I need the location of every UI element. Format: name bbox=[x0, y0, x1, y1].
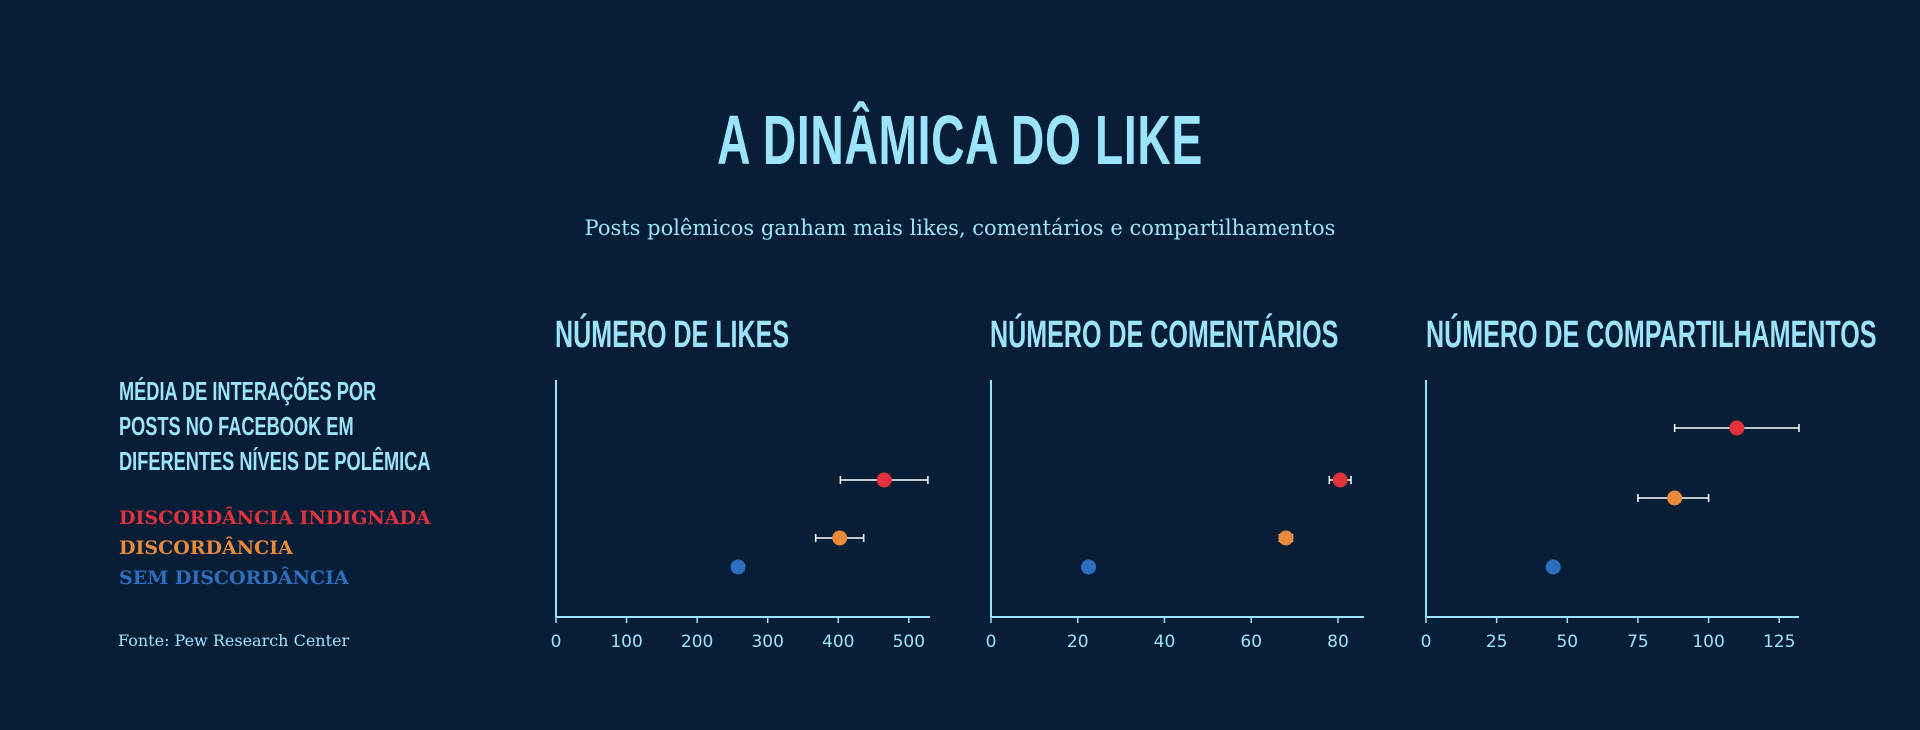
data-point bbox=[730, 559, 746, 575]
panel-title-comentarios: NÚMERO DE COMENTÁRIOS bbox=[990, 314, 1339, 356]
x-tick-label: 200 bbox=[681, 632, 713, 652]
legend: DISCORDÂNCIA INDIGNADA DISCORDÂNCIA SEM … bbox=[119, 503, 431, 593]
chart-subtitle: Posts polêmicos ganham mais likes, comen… bbox=[584, 216, 1336, 240]
data-point bbox=[1545, 559, 1561, 575]
chart-title: A DINÂMICA DO LIKE bbox=[717, 101, 1203, 179]
x-tick-label: 75 bbox=[1627, 632, 1649, 652]
legend-item-sem-discordancia: SEM DISCORDÂNCIA bbox=[119, 567, 349, 589]
data-point bbox=[832, 530, 848, 546]
x-tick-label: 80 bbox=[1327, 632, 1349, 652]
left-heading-line: POSTS NO FACEBOOK EM bbox=[119, 411, 354, 441]
x-tick-label: 100 bbox=[610, 632, 642, 652]
legend-item-discordancia-indignada: DISCORDÂNCIA INDIGNADA bbox=[119, 507, 431, 529]
x-tick-label: 0 bbox=[551, 632, 562, 652]
x-tick-label: 0 bbox=[986, 632, 997, 652]
data-point bbox=[1081, 559, 1097, 575]
x-tick-label: 500 bbox=[893, 632, 925, 652]
x-tick-label: 40 bbox=[1154, 632, 1176, 652]
x-tick-label: 60 bbox=[1240, 632, 1262, 652]
x-tick-label: 400 bbox=[822, 632, 854, 652]
data-point bbox=[876, 472, 892, 488]
data-point bbox=[1729, 420, 1745, 436]
left-heading-line: MÉDIA DE INTERAÇÕES POR bbox=[119, 376, 377, 406]
source-note: Fonte: Pew Research Center bbox=[118, 631, 350, 650]
x-tick-label: 100 bbox=[1692, 632, 1724, 652]
left-heading: MÉDIA DE INTERAÇÕES POR POSTS NO FACEBOO… bbox=[119, 374, 431, 479]
left-heading-line: DIFERENTES NÍVEIS DE POLÊMICA bbox=[119, 446, 431, 476]
data-point bbox=[1332, 472, 1348, 488]
data-point bbox=[1667, 490, 1683, 506]
x-tick-label: 125 bbox=[1763, 632, 1795, 652]
x-tick-label: 50 bbox=[1556, 632, 1578, 652]
x-tick-label: 300 bbox=[751, 632, 783, 652]
legend-item-discordancia: DISCORDÂNCIA bbox=[119, 537, 293, 559]
panel-title-compartilhamentos: NÚMERO DE COMPARTILHAMENTOS bbox=[1426, 314, 1877, 356]
data-point bbox=[1278, 530, 1294, 546]
x-tick-label: 20 bbox=[1067, 632, 1089, 652]
x-tick-label: 25 bbox=[1486, 632, 1508, 652]
panel-title-likes: NÚMERO DE LIKES bbox=[555, 314, 790, 356]
x-tick-label: 0 bbox=[1421, 632, 1432, 652]
